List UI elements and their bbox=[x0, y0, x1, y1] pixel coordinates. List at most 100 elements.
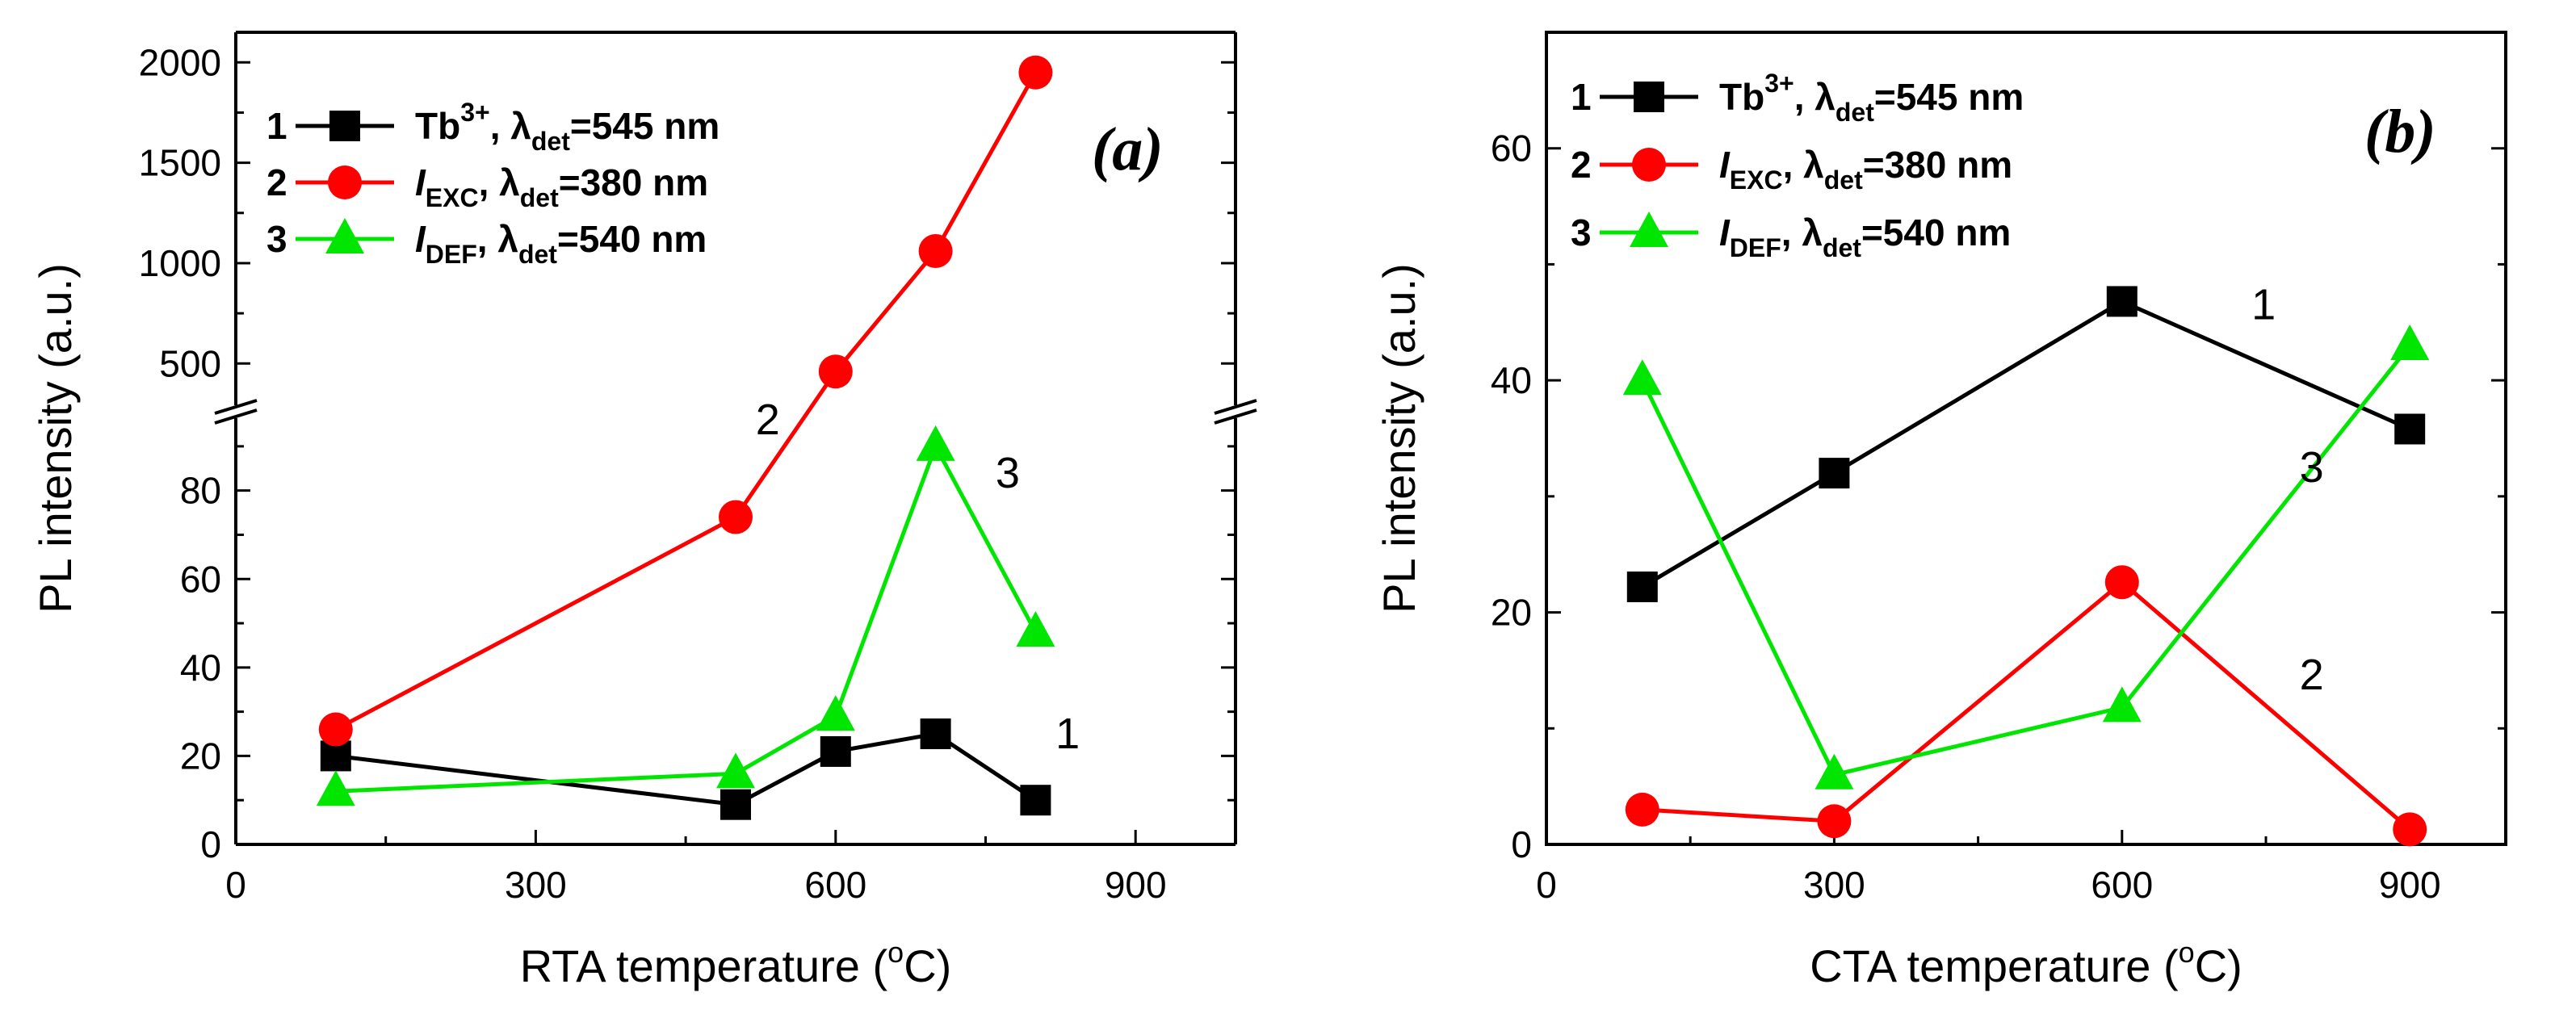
data-point bbox=[716, 752, 755, 789]
legend-number: 3 bbox=[266, 218, 287, 260]
legend-label-main: Tb bbox=[415, 105, 460, 147]
legend-number: 3 bbox=[1571, 212, 1592, 253]
data-point bbox=[1819, 458, 1850, 489]
x-tick-label: 600 bbox=[804, 864, 866, 906]
legend-label-sub: EXC bbox=[426, 183, 479, 212]
y-tick-label: 1000 bbox=[139, 242, 221, 284]
legend-marker bbox=[329, 111, 360, 141]
series-line bbox=[1642, 579, 2411, 831]
panel-tag: (b) bbox=[2364, 98, 2436, 165]
legend-label: Tb3+, λdet=545 nm bbox=[415, 98, 720, 156]
x-axis-title-part: RTA temperature ( bbox=[520, 940, 888, 991]
legend-label-main: Tb bbox=[1719, 76, 1764, 118]
y-tick-label: 60 bbox=[1491, 128, 1532, 170]
legend-label-tail: =540 nm bbox=[1861, 212, 2011, 253]
data-point bbox=[818, 354, 853, 389]
legend-label: IDEF, λdet=540 nm bbox=[1719, 212, 2011, 262]
y-axis-title: PL intensity (a.u.) bbox=[1374, 263, 1424, 614]
x-tick-label: 900 bbox=[1105, 864, 1167, 906]
legend-label-main: I bbox=[1719, 144, 1731, 186]
curve-label: 3 bbox=[2300, 443, 2324, 492]
data-point bbox=[720, 789, 751, 820]
data-point bbox=[820, 735, 851, 767]
data-point bbox=[2394, 413, 2426, 445]
x-axis-title-degree: o bbox=[2179, 936, 2195, 969]
panel-tag: (a) bbox=[1092, 115, 1164, 183]
curve-label: 2 bbox=[2300, 651, 2324, 699]
data-point bbox=[920, 718, 951, 750]
legend-label-main: I bbox=[1719, 212, 1731, 253]
legend-marker bbox=[1632, 148, 1666, 182]
data-point bbox=[316, 770, 355, 806]
x-axis-title-part: CTA temperature ( bbox=[1810, 940, 2179, 991]
y-tick-label: 80 bbox=[180, 470, 221, 512]
legend-label-sub: det bbox=[1836, 98, 1874, 127]
legend-label-sub: det bbox=[531, 127, 570, 156]
y-tick-label: 0 bbox=[200, 823, 221, 865]
legend-label-rest: , λ bbox=[479, 161, 520, 203]
legend-label-tail: =545 nm bbox=[1874, 76, 2024, 118]
y-axis-title: PL intensity (a.u.) bbox=[30, 263, 81, 614]
legend-label-tail: =540 nm bbox=[557, 218, 707, 260]
x-tick-label: 300 bbox=[505, 864, 567, 906]
legend-label-sub: det bbox=[1823, 233, 1861, 262]
x-axis-title: RTA temperature (oC) bbox=[520, 936, 952, 991]
curve-label: 2 bbox=[756, 396, 780, 444]
x-tick-label: 600 bbox=[2091, 864, 2153, 906]
data-point bbox=[816, 695, 855, 731]
axis-break-mark bbox=[214, 399, 258, 415]
data-point bbox=[2104, 565, 2139, 600]
data-point bbox=[2106, 286, 2138, 317]
legend-label-sub: det bbox=[520, 183, 559, 212]
axis-break-mark bbox=[1214, 399, 1257, 415]
data-point bbox=[1622, 359, 1662, 396]
legend-label-sub: EXC bbox=[1730, 165, 1783, 195]
plot-frame bbox=[1545, 31, 2507, 846]
data-point bbox=[918, 234, 953, 269]
y-tick-label: 20 bbox=[1491, 592, 1532, 634]
axis-break-mark bbox=[214, 408, 258, 425]
legend-label-sup: 3+ bbox=[460, 98, 489, 127]
legend-label-sub: DEF bbox=[426, 240, 477, 269]
data-point bbox=[2393, 812, 2427, 847]
data-point bbox=[1817, 804, 1852, 839]
data-point bbox=[1815, 753, 1854, 790]
y-tick-label: 40 bbox=[180, 647, 221, 689]
series-line bbox=[1640, 344, 2412, 777]
data-point bbox=[916, 425, 955, 461]
data-point bbox=[2102, 686, 2142, 723]
series-line bbox=[1641, 299, 2411, 589]
x-tick-label: 300 bbox=[1803, 864, 1865, 906]
legend-label-rest: , λ bbox=[477, 218, 518, 260]
y-tick-label: 60 bbox=[180, 558, 221, 600]
legend-marker bbox=[1634, 82, 1664, 112]
legend-label: IEXC, λdet=380 nm bbox=[415, 161, 708, 212]
x-tick-label: 0 bbox=[225, 864, 246, 906]
curve-label: 1 bbox=[1055, 710, 1080, 758]
legend-label-sup: 3+ bbox=[1764, 69, 1794, 98]
legend-label: Tb3+, λdet=545 nm bbox=[1719, 69, 2024, 127]
y-tick-label: 40 bbox=[1491, 359, 1532, 401]
y-tick-label: 500 bbox=[159, 342, 221, 384]
data-point bbox=[1018, 55, 1053, 90]
data-point bbox=[1016, 611, 1055, 647]
data-point bbox=[2390, 325, 2430, 361]
legend-number: 1 bbox=[1571, 76, 1592, 118]
y-tick-label: 20 bbox=[180, 735, 221, 777]
axis-break-mark bbox=[1214, 408, 1257, 425]
curve-label: 1 bbox=[2251, 281, 2276, 329]
y-tick-label: 1500 bbox=[139, 142, 221, 184]
legend-label-main: I bbox=[415, 161, 426, 203]
legend-marker bbox=[325, 218, 364, 253]
legend-label: IDEF, λdet=540 nm bbox=[415, 218, 707, 269]
legend-label-rest: , λ bbox=[1781, 212, 1823, 253]
x-tick-label: 900 bbox=[2379, 864, 2441, 906]
legend-label-main: I bbox=[415, 218, 426, 260]
y-tick-label: 2000 bbox=[139, 41, 221, 83]
legend-label-sub: det bbox=[518, 240, 557, 269]
legend-label: IEXC, λdet=380 nm bbox=[1719, 144, 2012, 195]
legend-number: 1 bbox=[266, 105, 287, 147]
legend-label-tail: =380 nm bbox=[559, 161, 708, 203]
y-tick-label: 0 bbox=[1511, 823, 1532, 865]
